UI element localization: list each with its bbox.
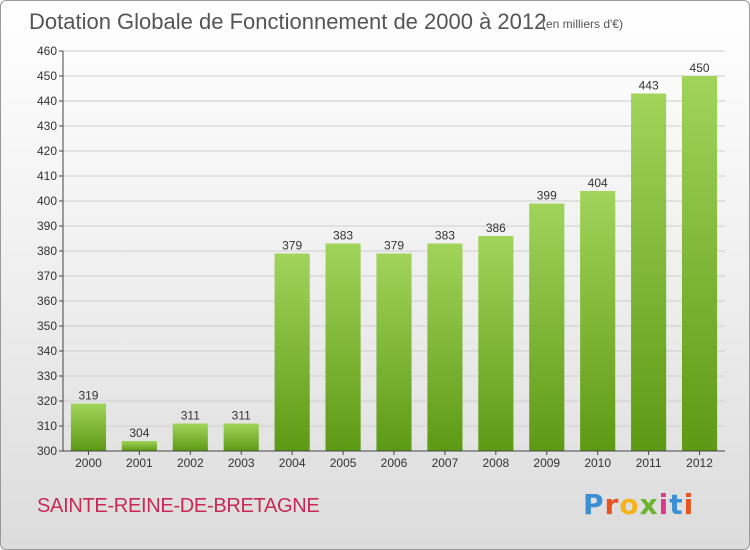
x-tick-label: 2007 <box>432 456 459 470</box>
bar <box>631 93 667 451</box>
bar-value-label: 399 <box>537 189 557 203</box>
y-tick-label: 340 <box>37 344 57 358</box>
y-tick-label: 370 <box>37 269 57 283</box>
bar <box>427 243 463 451</box>
bar-value-label: 383 <box>333 229 353 243</box>
bars: 319 304 311 311 379 383 379 383 386 399 404 443 450 <box>70 61 718 451</box>
y-tick-label: 410 <box>37 169 57 183</box>
bar-value-label: 304 <box>129 426 149 440</box>
y-tick-label: 460 <box>37 44 57 58</box>
bar-value-label: 450 <box>690 61 710 75</box>
x-tick-label: 2004 <box>279 456 306 470</box>
bar <box>681 76 718 451</box>
y-tick-label: 320 <box>37 394 57 408</box>
bar-value-label: 404 <box>588 176 608 190</box>
x-tick-label: 2005 <box>330 456 357 470</box>
x-tick-label: 2012 <box>686 456 713 470</box>
y-tick-label: 300 <box>37 444 57 458</box>
axes: 300 310 320 330 340 350 360 370 380 390 400 410 420 4… <box>37 44 725 470</box>
x-tick-label: 2003 <box>228 456 255 470</box>
logo-letter: r <box>604 488 620 521</box>
y-tick-label: 400 <box>37 194 57 208</box>
y-tick-label: 430 <box>37 119 57 133</box>
y-tick-label: 330 <box>37 369 57 383</box>
y-tick-label: 450 <box>37 69 57 83</box>
bar <box>223 423 259 451</box>
bar-value-label: 311 <box>232 409 251 423</box>
bar-value-label: 311 <box>181 409 200 423</box>
chart-title: Dotation Globale de Fonctionnement de 20… <box>29 9 547 34</box>
bar-value-label: 443 <box>639 79 659 93</box>
x-tick-label: 2011 <box>636 456 662 470</box>
logo-letter: P <box>583 488 605 521</box>
logo-letter: t <box>669 488 684 521</box>
bar <box>529 203 565 451</box>
bar-value-label: 383 <box>435 229 455 243</box>
y-tick-label: 390 <box>37 219 57 233</box>
x-tick-label: 2002 <box>177 456 204 470</box>
logo-letter: i <box>683 488 695 521</box>
bar-value-label: 319 <box>78 389 98 403</box>
bar <box>580 191 616 451</box>
bar-value-label: 379 <box>384 239 404 253</box>
bar-value-label: 386 <box>486 221 506 235</box>
y-tick-label: 310 <box>37 419 57 433</box>
bar <box>121 441 157 451</box>
bar <box>376 253 412 451</box>
x-tick-label: 2008 <box>482 456 509 470</box>
logo-letter: o <box>619 488 640 521</box>
proxiti-logo[interactable]: Proxiti <box>583 488 694 521</box>
y-tick-label: 440 <box>37 94 57 108</box>
logo-letter: x <box>639 488 659 521</box>
bar <box>478 236 514 451</box>
bar <box>325 243 361 451</box>
x-tick-label: 2006 <box>381 456 408 470</box>
commune-name: SAINTE-REINE-DE-BRETAGNE <box>37 495 320 517</box>
chart-unit: (en milliers d'€) <box>542 17 623 31</box>
bar <box>70 403 107 451</box>
y-tick-label: 420 <box>37 144 57 158</box>
logo-letter: i <box>658 488 670 521</box>
x-tick-label: 2001 <box>126 456 153 470</box>
bar <box>172 423 208 451</box>
y-tick-label: 380 <box>37 244 57 258</box>
x-tick-label: 2000 <box>75 456 102 470</box>
bar-value-label: 379 <box>282 239 302 253</box>
y-tick-label: 360 <box>37 294 57 308</box>
bar <box>274 253 310 451</box>
x-tick-label: 2010 <box>584 456 611 470</box>
y-tick-label: 350 <box>37 319 57 333</box>
x-tick-label: 2009 <box>533 456 560 470</box>
